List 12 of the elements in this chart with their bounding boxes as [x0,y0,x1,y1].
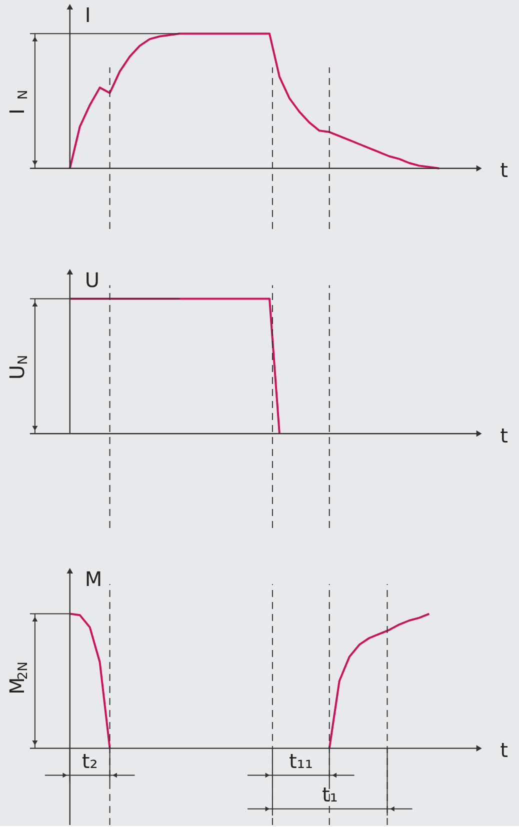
y-axis-title: I [84,3,91,28]
y-axis-title: M [84,567,102,592]
text: UN [4,355,31,380]
text: t₂ [82,748,98,773]
x-axis-title: t [500,423,508,448]
text: t₁₁ [288,748,313,773]
text: M2N [4,662,31,694]
x-axis-title: t [500,158,508,182]
y-axis-title: U [84,268,100,292]
text: t₁ [322,782,338,806]
text: IN [4,90,31,114]
x-axis-title: t [500,738,508,762]
